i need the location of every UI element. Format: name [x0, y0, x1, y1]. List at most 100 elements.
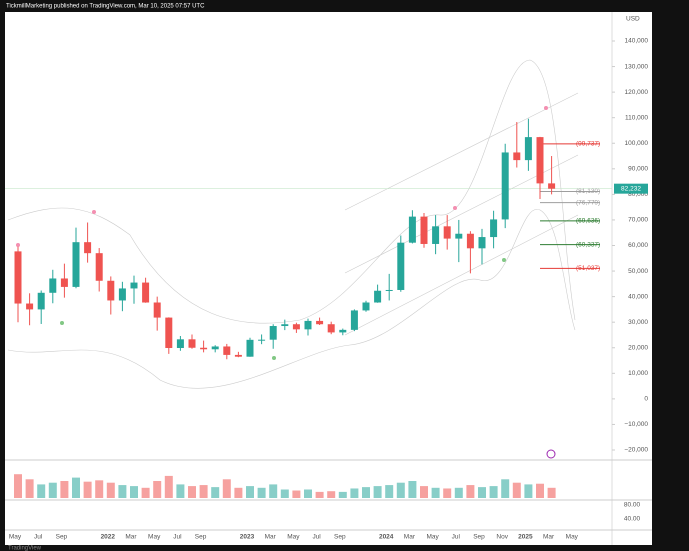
x-tick-label: Mar	[404, 534, 416, 541]
volume-bar	[501, 479, 510, 498]
x-tick-label: Jul	[34, 534, 43, 541]
x-tick-label: Mar	[125, 534, 137, 541]
y-tick-label: 120,000	[625, 89, 649, 96]
candle-body	[478, 237, 486, 249]
candle-body	[443, 226, 451, 239]
candle-body	[316, 320, 324, 325]
x-tick-label: May	[566, 534, 579, 541]
candle-body	[501, 152, 509, 220]
candle-body	[234, 354, 242, 357]
y-tick-label: 80,000	[628, 191, 648, 198]
candle-body	[339, 329, 347, 333]
candle-body	[130, 282, 138, 289]
volume-bar	[269, 484, 278, 498]
volume-bar	[176, 484, 185, 498]
volume-bar	[222, 479, 231, 498]
volume-bar	[48, 482, 57, 498]
volume-bar	[60, 481, 69, 498]
volume-bar	[37, 484, 46, 498]
volume-bar	[524, 484, 533, 498]
level-label: (69,636)	[576, 218, 600, 225]
candle-body	[246, 339, 254, 357]
volume-bar	[14, 474, 22, 498]
candle-body	[107, 280, 115, 301]
candle-body	[176, 339, 184, 349]
signal-dots	[16, 106, 548, 360]
volume-bar	[95, 480, 104, 498]
candle-body	[84, 242, 92, 254]
volume-bar	[246, 486, 254, 498]
x-tick-label: Jul	[173, 534, 182, 541]
candle-body	[211, 346, 219, 350]
candle-body	[374, 290, 382, 303]
x-tick-label: Jul	[312, 534, 321, 541]
candle-body	[397, 242, 405, 290]
level-label: (81,130)	[576, 188, 600, 195]
volume-bar	[431, 487, 440, 498]
volume-bar	[489, 486, 498, 498]
x-tick-label: 2022	[101, 534, 116, 541]
candle-body	[327, 324, 335, 333]
x-tick-label: May	[426, 534, 439, 541]
candle-body	[292, 324, 300, 330]
volume-bar	[327, 491, 336, 498]
level-label: (76,779)	[576, 199, 600, 206]
candle-body	[258, 339, 266, 341]
volume-bar	[164, 475, 173, 498]
volume-bar	[478, 487, 486, 498]
candle-body	[118, 288, 126, 301]
volume-bar	[83, 481, 92, 498]
x-tick-label: Sep	[473, 534, 485, 541]
candle-body	[455, 233, 463, 239]
chart-panel	[5, 12, 652, 545]
volume-bar	[547, 487, 556, 498]
volume-bar	[536, 483, 544, 498]
x-tick-label: 2025	[518, 534, 533, 541]
lower-pane-tick: 40.00	[624, 516, 641, 523]
volume-bar	[292, 490, 301, 498]
candle-body	[49, 278, 57, 293]
candle-body	[548, 183, 556, 189]
volume-bar	[420, 486, 428, 498]
volume-bar	[466, 485, 475, 498]
candle-body	[490, 219, 498, 238]
indicator-lines	[7, 59, 579, 389]
y-tick-label: 40,000	[628, 293, 648, 300]
y-tick-label: 10,000	[628, 370, 648, 377]
candle-body	[26, 303, 34, 310]
volume-bar	[512, 482, 521, 498]
y-tick-label: 60,000	[628, 242, 648, 249]
volume-bar	[350, 488, 359, 498]
y-tick-label: −20,000	[624, 447, 648, 454]
volume-bar	[199, 485, 208, 498]
x-tick-label: May	[287, 534, 300, 541]
x-tick-label: Nov	[496, 534, 508, 541]
candle-body	[385, 289, 393, 291]
y-tick-label: 90,000	[628, 166, 648, 173]
volume-bar	[234, 487, 243, 498]
x-tick-label: 2023	[240, 534, 255, 541]
last-price-tag	[614, 183, 648, 194]
y-tick-label: 50,000	[628, 268, 648, 275]
candle-body	[536, 137, 544, 184]
y-tick-label: 110,000	[625, 114, 648, 121]
candle-body	[362, 302, 370, 311]
candle-body	[432, 226, 440, 244]
volume-bar	[106, 482, 115, 498]
y-tick-label: 130,000	[625, 63, 649, 70]
currency-label: USD	[626, 16, 640, 23]
candle-body	[37, 292, 45, 310]
x-tick-label: May	[9, 534, 22, 541]
volume-bar	[153, 481, 162, 498]
volume-bar	[280, 489, 289, 498]
y-tick-label: 140,000	[625, 38, 649, 45]
volume-bar	[188, 486, 196, 498]
volume-bar	[304, 489, 312, 498]
candle-body	[408, 216, 416, 243]
event-icon	[546, 449, 556, 459]
volume-bar	[385, 485, 394, 498]
candle-body	[466, 233, 474, 249]
lower-pane-tick: 80.00	[624, 502, 641, 509]
volume-bar	[443, 488, 452, 498]
volume-bar	[315, 491, 324, 498]
